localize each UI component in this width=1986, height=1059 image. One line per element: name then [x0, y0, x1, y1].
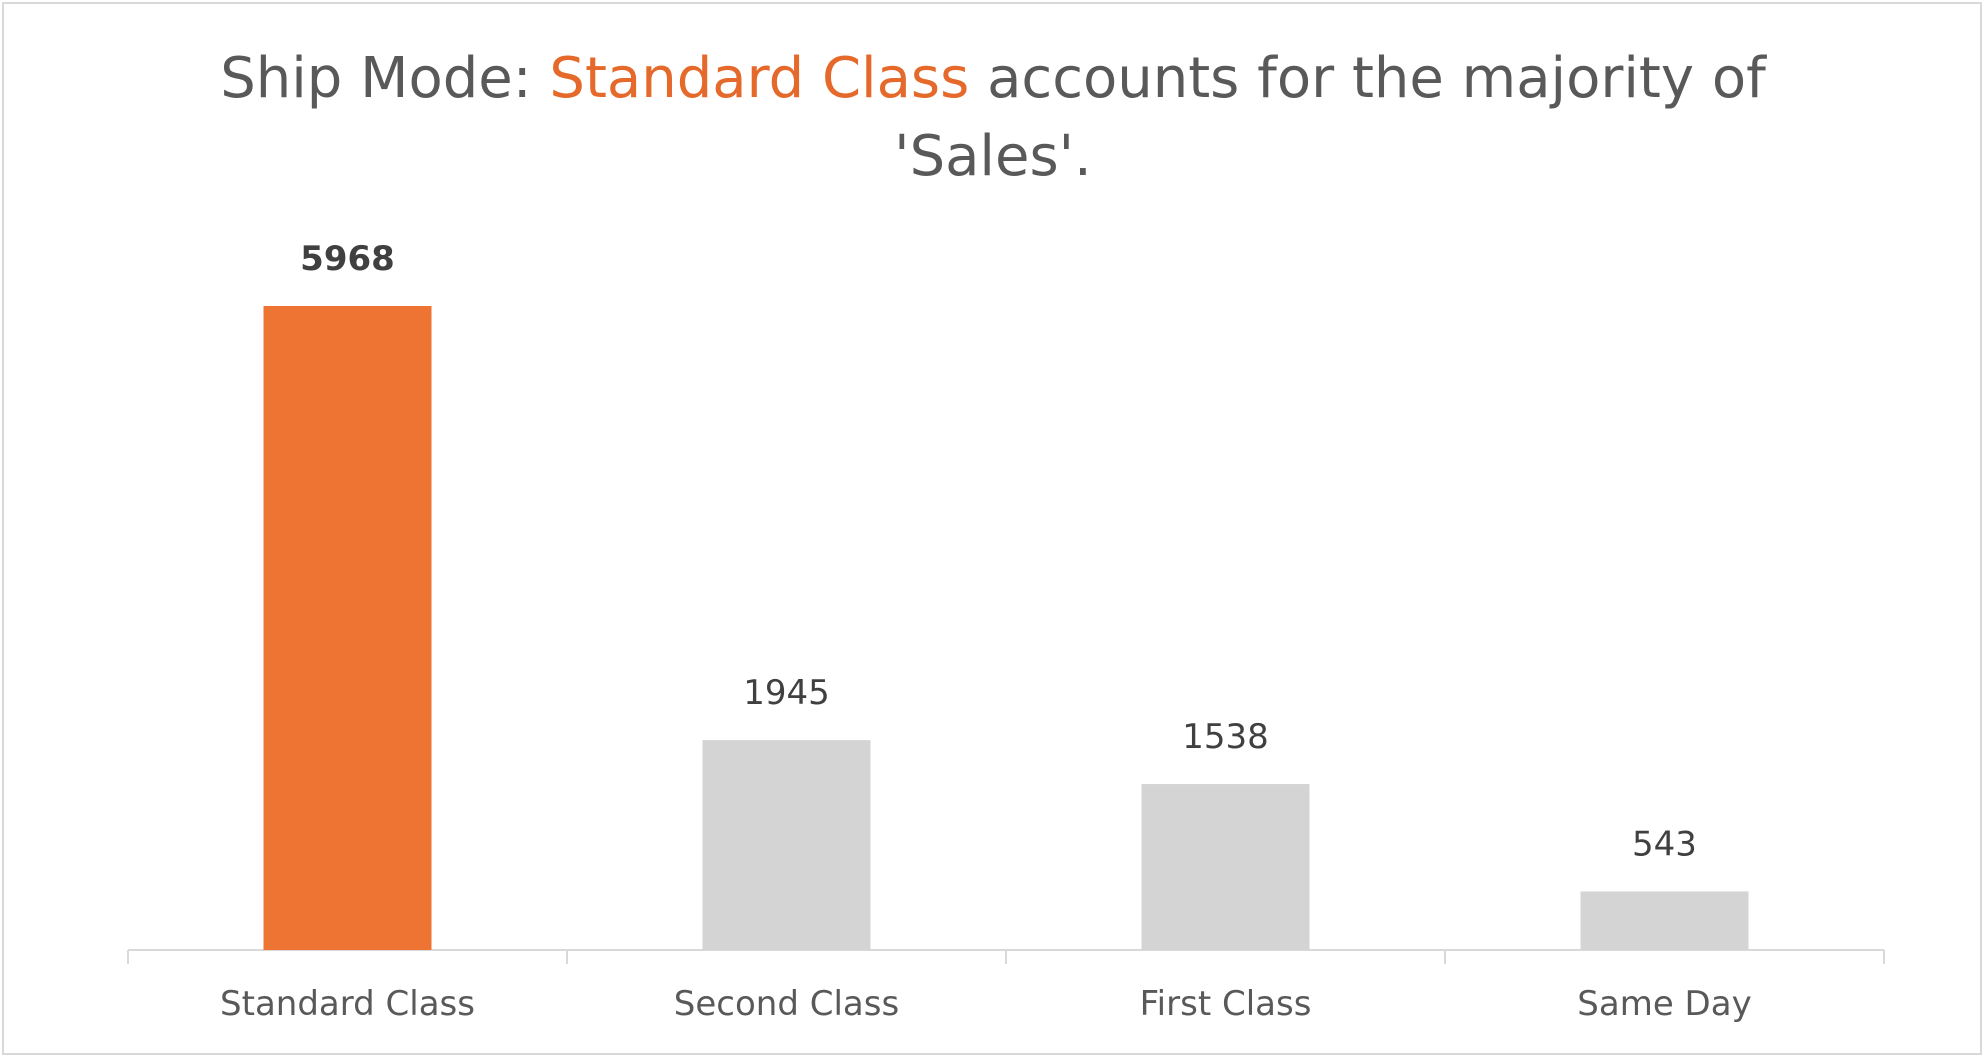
title-highlight: Standard Class [549, 46, 970, 111]
bar-standard-class [263, 306, 432, 950]
chart-title: Ship Mode: Standard Class accounts for t… [0, 40, 1986, 196]
data-label: 1538 [1182, 717, 1269, 757]
title-part-3: accounts for the majority of [969, 46, 1766, 111]
title-part-1: Ship Mode: [220, 46, 550, 111]
title-part-4: 'Sales'. [894, 124, 1092, 189]
data-label: 1945 [743, 673, 830, 713]
bar-second-class [702, 740, 871, 950]
data-label: 5968 [300, 239, 395, 279]
x-tick-label: Second Class [674, 984, 899, 1024]
x-tick-label: Same Day [1577, 984, 1751, 1024]
x-tick-label: Standard Class [220, 984, 475, 1024]
data-label: 543 [1632, 824, 1697, 864]
x-tick-label: First Class [1140, 984, 1312, 1024]
bar-same-day [1580, 891, 1749, 950]
bar-first-class [1141, 784, 1310, 950]
